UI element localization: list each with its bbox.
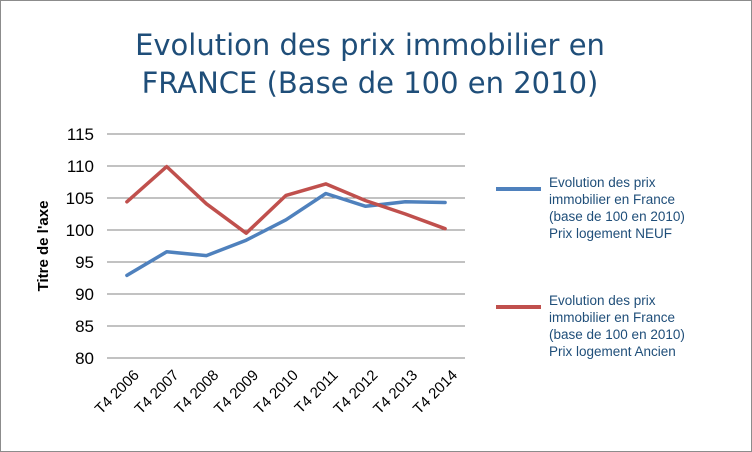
y-tick-label: 80 — [75, 349, 94, 368]
y-tick-label: 85 — [75, 317, 94, 336]
y-tick-label: 105 — [66, 189, 94, 208]
y-axis-label: Titre de l'axe — [35, 201, 52, 292]
chart-title: Evolution des prix immobilier en FRANCE … — [0, 26, 740, 102]
x-tick-label: T4 2014 — [410, 367, 461, 418]
y-tick-label: 90 — [75, 285, 94, 304]
legend-swatch-neuf — [496, 187, 541, 191]
series-line-neuf — [125, 191, 447, 278]
y-tick-label: 110 — [67, 157, 94, 176]
legend-label-ancien: Evolution des prix immobilier en France … — [549, 293, 685, 359]
gridlines — [107, 133, 465, 359]
y-tick-labels: 80 85 90 95 100 105 110 115 — [66, 125, 94, 368]
series-lines — [125, 164, 447, 278]
legend-label-neuf: Evolution des prix immobilier en France … — [549, 175, 685, 241]
chart-title-line-1: Evolution des prix immobilier en — [135, 28, 605, 62]
chart-title-line-2: FRANCE (Base de 100 en 2010) — [141, 66, 599, 100]
y-tick-label: 115 — [67, 125, 94, 144]
series-line-ancien — [125, 164, 447, 235]
y-tick-label: 95 — [75, 253, 94, 272]
legend-swatch-ancien — [496, 305, 541, 309]
y-tick-label: 100 — [66, 221, 94, 240]
x-tick-label: T4 2010 — [251, 367, 302, 418]
